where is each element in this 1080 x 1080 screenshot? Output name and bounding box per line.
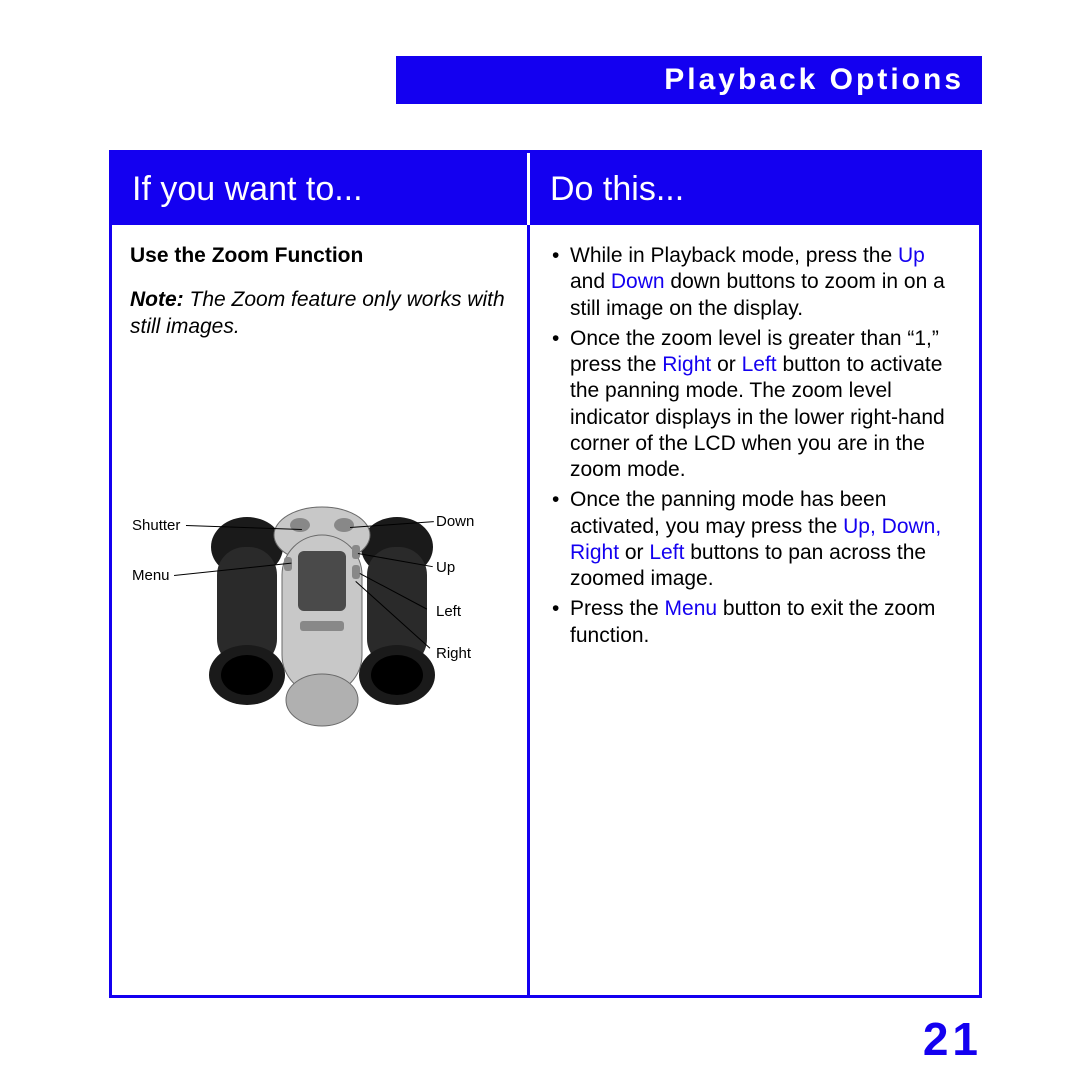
keyword-down: Down xyxy=(611,270,665,293)
instruction-list: While in Playback mode, press the Up and… xyxy=(548,243,963,649)
left-note: Note: The Zoom feature only works with s… xyxy=(130,287,511,340)
page-number: 21 xyxy=(923,1012,982,1066)
table-cell-right: While in Playback mode, press the Up and… xyxy=(530,225,979,995)
keyword-left: Left xyxy=(742,353,777,376)
list-item: Once the panning mode has been activated… xyxy=(548,487,963,592)
list-item: Once the zoom level is greater than “1,”… xyxy=(548,326,963,484)
text: or xyxy=(711,353,741,376)
label-up: Up xyxy=(436,559,455,578)
instruction-table: If you want to... Do this... Use the Zoo… xyxy=(109,150,982,998)
device-diagram: Shutter Menu Down Up Left Right xyxy=(112,495,530,825)
note-prefix: Note: xyxy=(130,288,184,311)
text: or xyxy=(619,541,649,564)
section-header-text: Playback Options xyxy=(664,63,964,97)
label-shutter: Shutter xyxy=(132,517,180,536)
label-down: Down xyxy=(436,513,474,532)
table-header-right: Do this... xyxy=(530,153,979,225)
table-header-row: If you want to... Do this... xyxy=(112,153,979,225)
label-menu: Menu xyxy=(132,567,170,586)
list-item: While in Playback mode, press the Up and… xyxy=(548,243,963,322)
text: While in Playback mode, press the xyxy=(570,244,898,267)
section-header: Playback Options xyxy=(396,56,982,104)
table-header-left: If you want to... xyxy=(112,153,530,225)
label-right: Right xyxy=(436,645,471,664)
keyword-left2: Left xyxy=(649,541,684,564)
table-body-row: Use the Zoom Function Note: The Zoom fea… xyxy=(112,225,979,995)
text: Once the panning mode has been activated… xyxy=(570,488,886,537)
text: Press the xyxy=(570,597,665,620)
left-subheading: Use the Zoom Function xyxy=(130,243,511,269)
keyword-menu: Menu xyxy=(665,597,718,620)
keyword-right: Right xyxy=(662,353,711,376)
note-body: The Zoom feature only works with still i… xyxy=(130,288,505,337)
binocular-camera-icon xyxy=(192,495,452,755)
text: and xyxy=(570,270,611,293)
label-left: Left xyxy=(436,603,461,622)
list-item: Press the Menu button to exit the zoom f… xyxy=(548,596,963,649)
keyword-up: Up xyxy=(898,244,925,267)
table-cell-left: Use the Zoom Function Note: The Zoom fea… xyxy=(112,225,530,995)
